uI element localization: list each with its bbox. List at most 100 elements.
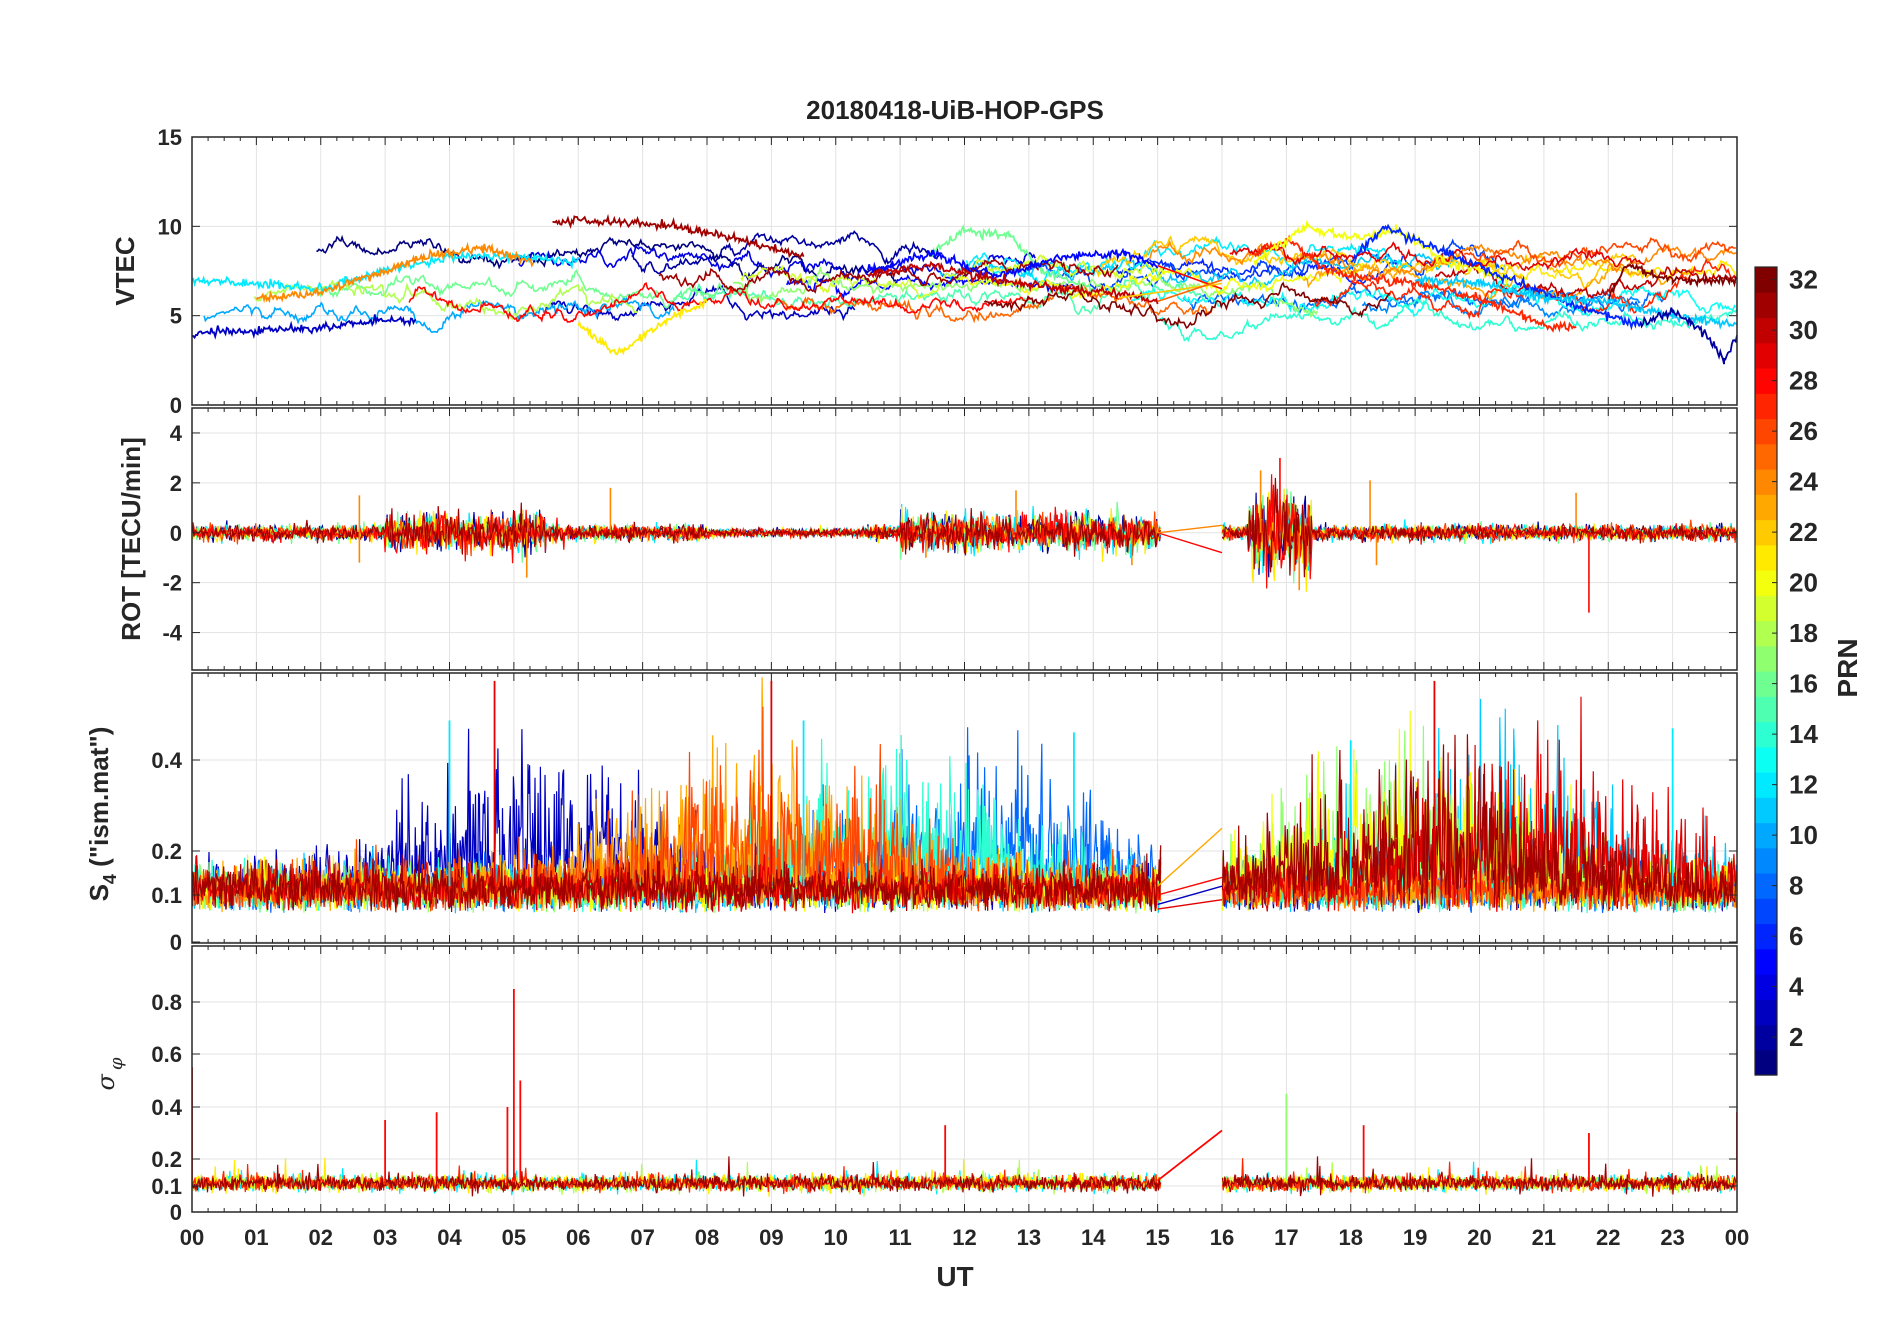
y-tick-label: 5	[170, 304, 182, 329]
vtec-track	[408, 282, 1031, 323]
vtec-gap-line	[1157, 279, 1223, 303]
x-axis: 00 01 02 03 04 05 06 07 08 09 10 11 12 13 14 15 16 17 18 19…	[180, 1225, 1749, 1250]
colorbar-segment	[1755, 292, 1777, 319]
colorbar-segment	[1755, 1024, 1777, 1051]
vtec-track-prn-21	[577, 298, 708, 356]
colorbar-segment	[1755, 873, 1777, 899]
sigma_phi-panel: 00.10.2 0.4 0.6 0.8 σφ	[92, 945, 1738, 1225]
vtec-track-prn-20	[1253, 219, 1513, 287]
x-tick-label: 11	[888, 1225, 911, 1250]
sigma-phi-gap-line	[1157, 1129, 1223, 1182]
vtec-track	[1158, 296, 1737, 343]
vtec-track-prn-2	[1639, 307, 1737, 365]
s4-gap-line	[1157, 885, 1223, 906]
x-tick-label: 00	[1725, 1225, 1749, 1250]
colorbar-label: PRN	[1832, 638, 1863, 697]
vtec-track-prn-6	[1350, 223, 1642, 331]
y-tick-label: -2	[162, 571, 182, 596]
colorbar-segment	[1755, 342, 1777, 369]
colorbar-tick-label: 6	[1789, 921, 1803, 951]
vtec-track-prn-30	[867, 260, 1159, 305]
vtec-track-prn-32	[1607, 263, 1737, 302]
vtec-track	[314, 268, 753, 309]
vtec-track	[983, 281, 1391, 330]
colorbar-frame	[1754, 266, 1778, 1076]
colorbar-tick-label: 10	[1789, 820, 1818, 850]
rot-panel: -4 -2 0 2 4 ROT [TECU/min]	[116, 407, 1738, 671]
vtec-track-prn-31	[552, 213, 805, 261]
vtec-data	[192, 213, 1737, 365]
vtec-track-prn-3	[192, 314, 417, 340]
colorbar-segment	[1755, 721, 1777, 748]
x-tick-label: 20	[1467, 1225, 1491, 1250]
vtec-track	[732, 265, 1319, 319]
x-tick-label: 03	[373, 1225, 397, 1250]
rot-data	[192, 457, 1737, 613]
vtec-track	[203, 295, 675, 334]
x-tick-label: 01	[244, 1225, 268, 1250]
rot-ylabel: ROT [TECU/min]	[116, 437, 146, 641]
x-tick-label: 13	[1017, 1225, 1041, 1250]
colorbar-segment	[1755, 847, 1777, 874]
colorbar-segment	[1755, 923, 1777, 950]
s4-gap-line	[1157, 827, 1223, 887]
colorbar-tick-label: 16	[1789, 669, 1818, 699]
colorbar-tick-label: 8	[1789, 871, 1803, 901]
sigma_phi-data	[192, 989, 1737, 1197]
colorbar-tick-label: 2	[1789, 1022, 1803, 1052]
y-tick-label: 0.1	[151, 1174, 182, 1199]
colorbar-tick-label: 30	[1789, 315, 1818, 345]
x-tick-label: 23	[1660, 1225, 1684, 1250]
colorbar-segment	[1755, 999, 1777, 1026]
colorbar-segment	[1755, 822, 1777, 849]
vtec-track	[1463, 237, 1736, 268]
colorbar-tick-label: 18	[1789, 618, 1818, 648]
x-tick-label: 06	[566, 1225, 590, 1250]
colorbar-segment	[1755, 671, 1777, 697]
rot-gap-line	[1157, 532, 1223, 554]
figure-title: 20180418-UiB-HOP-GPS	[806, 95, 1104, 125]
x-axis-label: UT	[936, 1261, 973, 1292]
vtec-track-prn-5	[867, 247, 1159, 282]
colorbar-segment	[1755, 368, 1777, 394]
x-tick-label: 16	[1210, 1225, 1234, 1250]
s4-panel: 0 0.1 0.2 0.4 S4 ("ism.mat")	[84, 672, 1738, 955]
x-tick-label: 22	[1596, 1225, 1620, 1250]
colorbar-segment	[1755, 267, 1777, 293]
y-tick-label: 0	[170, 1200, 182, 1225]
y-tick-label: 2	[170, 471, 182, 496]
colorbar-segment	[1755, 443, 1777, 470]
colorbar-segment	[1755, 418, 1777, 445]
x-tick-label: 21	[1532, 1225, 1556, 1250]
x-tick-label: 07	[630, 1225, 654, 1250]
y-tick-label: -4	[162, 621, 182, 646]
colorbar-segment	[1755, 898, 1777, 925]
y-tick-label: 0	[170, 393, 182, 418]
x-tick-label: 19	[1403, 1225, 1427, 1250]
vtec-panel: 0 5 10 15 VTEC	[110, 125, 1738, 418]
colorbar-segment	[1755, 595, 1777, 622]
colorbar-tick-label: 22	[1789, 517, 1818, 547]
vtec-track	[1148, 240, 1737, 282]
colorbar-segment	[1755, 772, 1777, 798]
y-tick-label: 0.1	[151, 883, 182, 908]
colorbar-segment	[1755, 469, 1777, 495]
x-tick-label: 04	[437, 1225, 462, 1250]
colorbar-segment	[1755, 746, 1777, 773]
vtec-track	[959, 262, 1364, 300]
vtec-track-prn-16	[931, 224, 1094, 295]
sigma-phi-ylabel: σφ	[92, 1057, 127, 1090]
y-tick-label: 0.4	[151, 748, 182, 773]
vtec-ylabel: VTEC	[110, 236, 140, 306]
y-tick-label: 15	[158, 125, 182, 150]
vtec-track	[1303, 262, 1693, 303]
rot-series-prn-31	[192, 477, 1737, 578]
s4-data	[192, 677, 1737, 914]
y-tick-label: 0	[170, 930, 182, 955]
y-tick-label: 0.2	[151, 1147, 182, 1172]
colorbar-tick-label: 24	[1789, 467, 1818, 497]
vtec-track	[518, 243, 1036, 283]
colorbar-tick-label: 4	[1789, 972, 1804, 1002]
